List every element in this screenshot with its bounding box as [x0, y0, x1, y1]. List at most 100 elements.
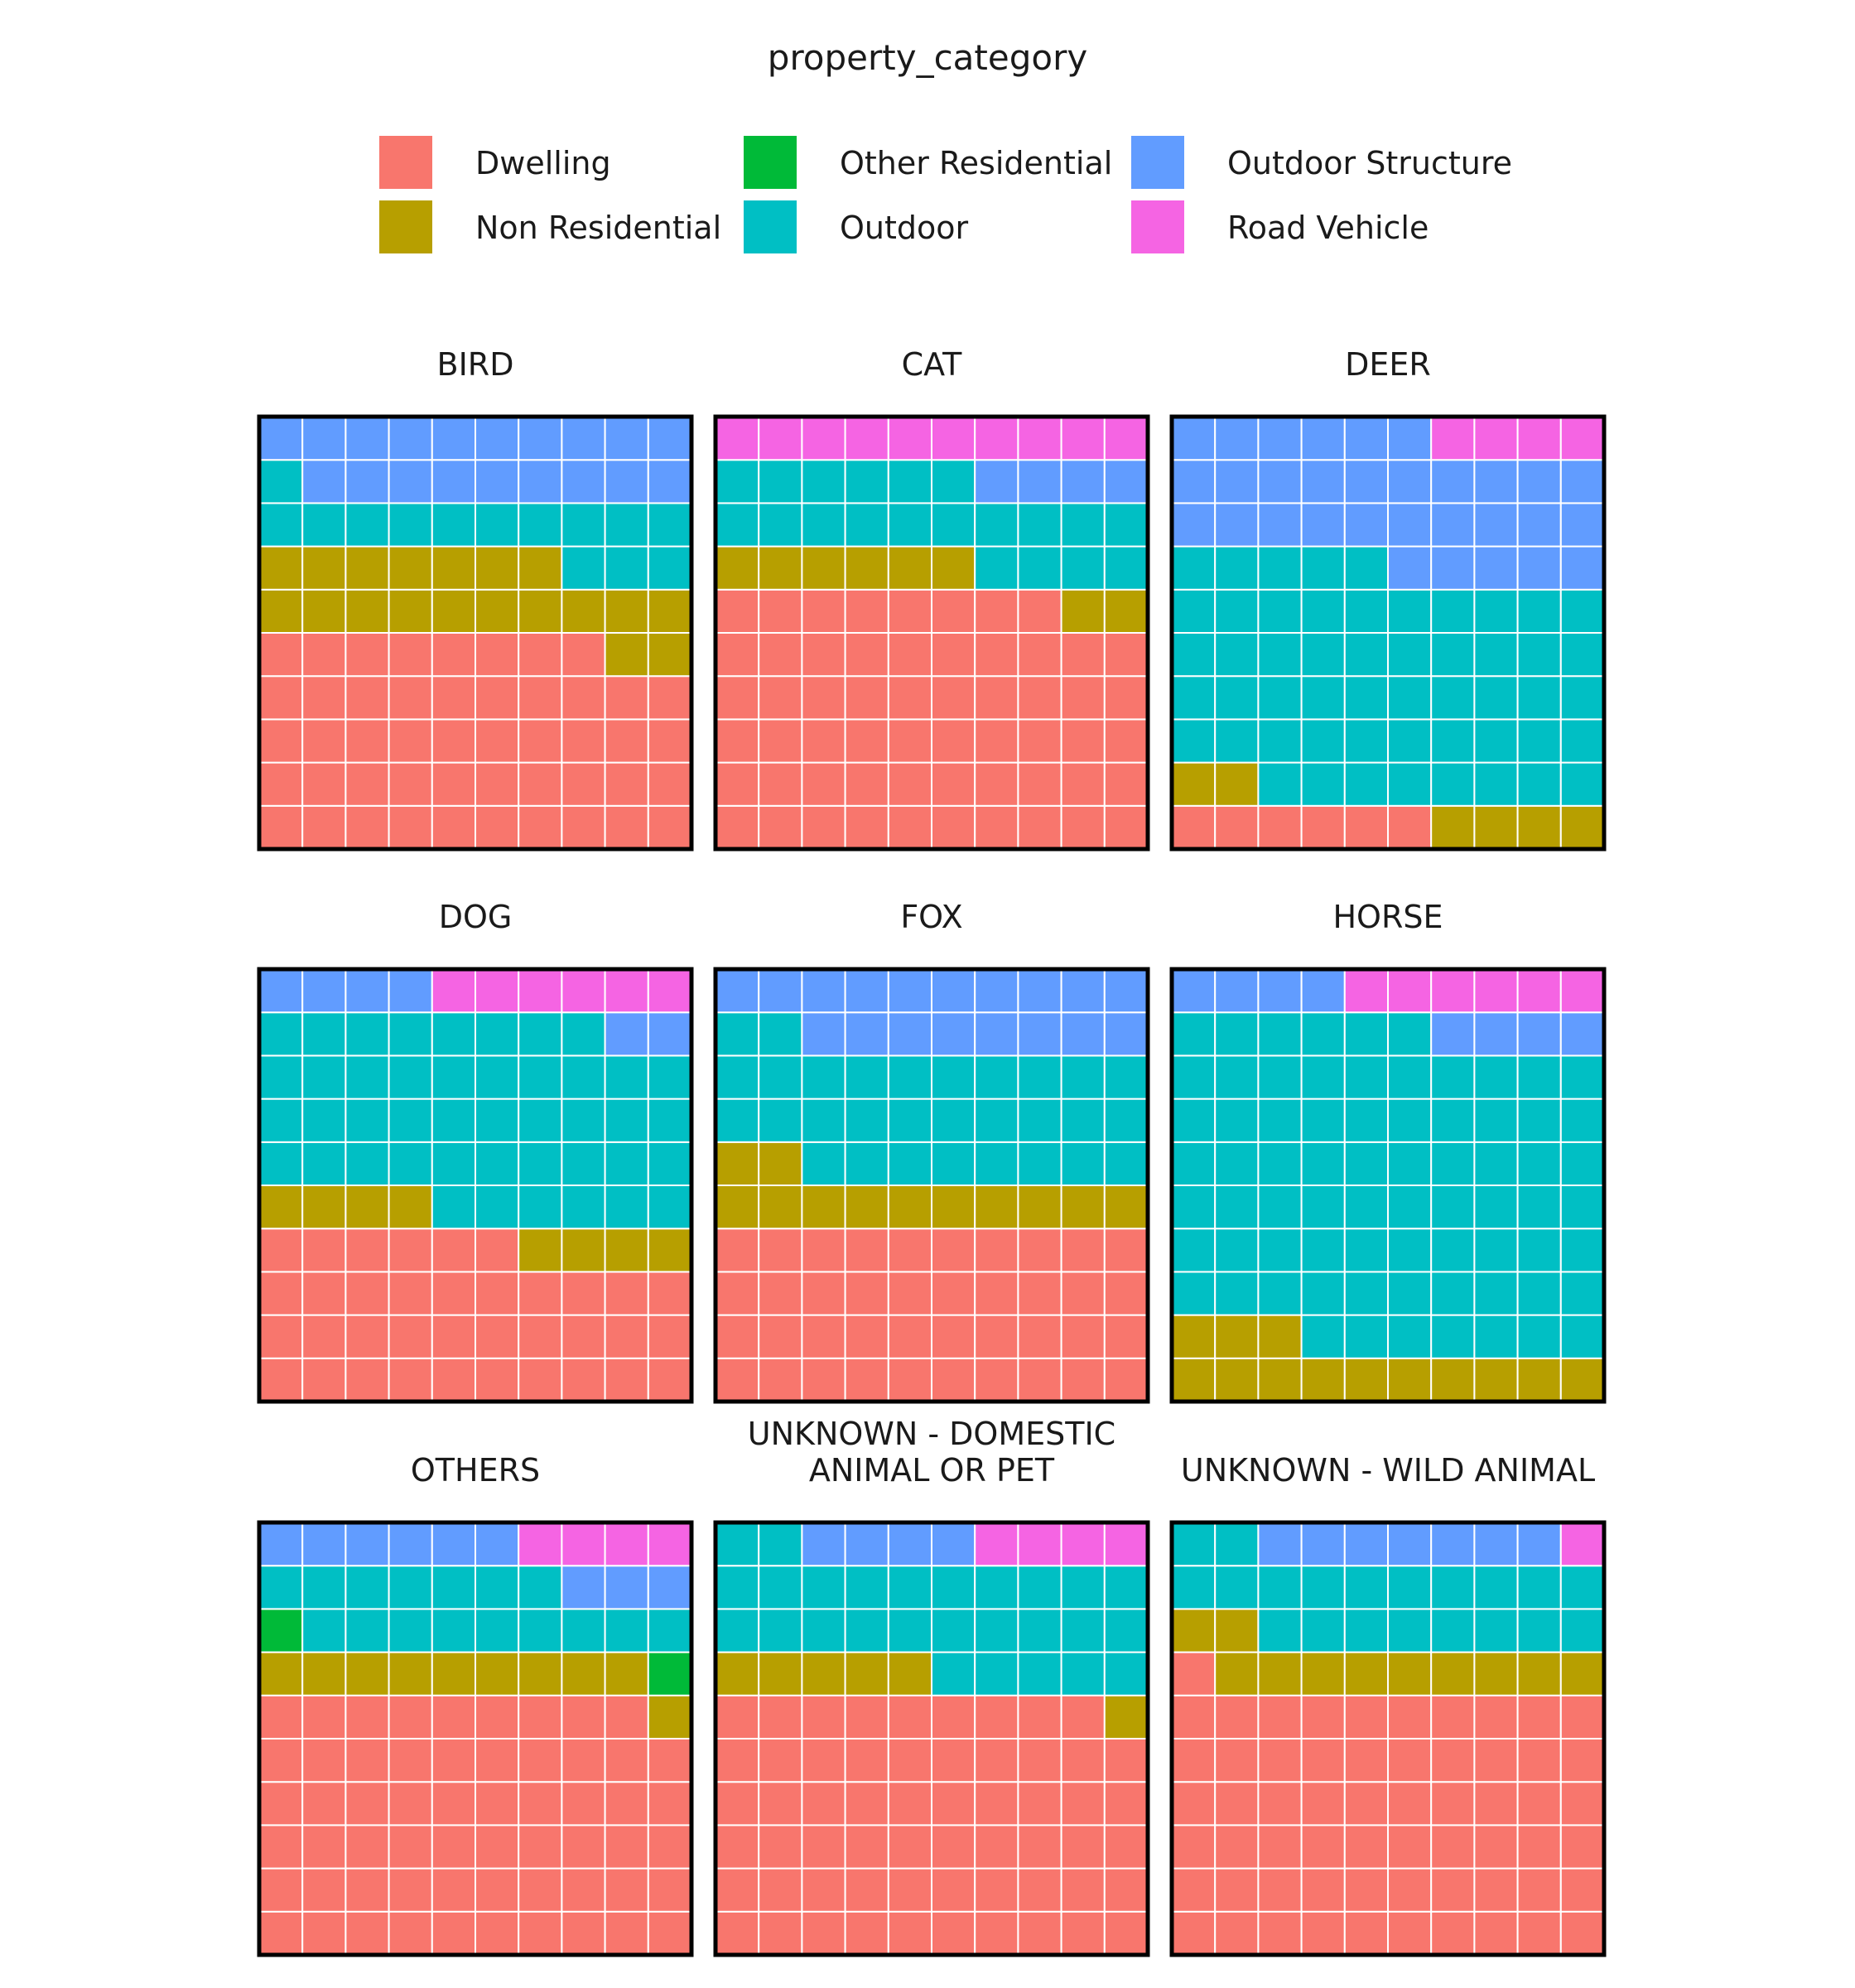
waffle-cell-outdoor [1516, 761, 1562, 807]
waffle-cell-outdoor [1559, 632, 1606, 678]
waffle-cell-dwelling [887, 1694, 933, 1740]
waffle-cell-non-residential [887, 545, 933, 591]
waffle-cell-outdoor [974, 502, 1019, 548]
waffle-cell-non-residential [344, 588, 390, 634]
panel-frame [713, 1520, 1150, 1957]
waffle-cell-dwelling [1257, 1867, 1303, 1913]
waffle-cell-outdoor [1171, 1565, 1217, 1610]
waffle-cell-outdoor-structure [1516, 1522, 1562, 1567]
waffle-cell-dwelling [647, 1738, 692, 1783]
waffle-cell-outdoor [1214, 1185, 1260, 1230]
waffle-cell-dwelling [1473, 1781, 1519, 1826]
waffle-cell-dwelling [604, 1314, 649, 1359]
waffle-cell-outdoor [1516, 1271, 1562, 1316]
waffle-cell-dwelling [1343, 1694, 1390, 1740]
waffle-cell-dwelling [1516, 1694, 1562, 1740]
waffle-cell-outdoor-structure [1343, 416, 1390, 461]
waffle-cell-dwelling [518, 632, 563, 678]
waffle-cell-dwelling [844, 1738, 889, 1783]
waffle-cell-dwelling [475, 632, 520, 678]
waffle-cell-non-residential [475, 545, 520, 591]
waffle-cell-outdoor [715, 1522, 760, 1567]
waffle-cell-dwelling [974, 1228, 1019, 1273]
waffle-cell-outdoor [1017, 502, 1062, 548]
legend-title: property_category [768, 37, 1087, 78]
waffle-cell-dwelling [1387, 1910, 1433, 1957]
waffle-cell-outdoor [1257, 1141, 1303, 1187]
waffle-cell-dwelling [1171, 1910, 1217, 1957]
waffle-cell-dwelling [475, 1781, 520, 1826]
waffle-cell-dwelling [974, 1824, 1019, 1870]
waffle-cell-outdoor [1017, 1608, 1062, 1653]
waffle-cell-dwelling [518, 1867, 563, 1913]
waffle-cell-outdoor [1257, 632, 1303, 678]
panel-frame [1169, 967, 1607, 1404]
waffle-cell-dwelling [715, 761, 760, 807]
waffle-cell-outdoor-structure [1257, 459, 1303, 504]
waffle-cell-outdoor [258, 1011, 304, 1057]
waffle-cell-dwelling [388, 1228, 433, 1273]
waffle-cell-dwelling [1017, 1357, 1062, 1403]
waffle-cell-dwelling [844, 1228, 889, 1273]
waffle-cell-outdoor [301, 1141, 347, 1187]
waffle-cell-road-vehicle [604, 1522, 649, 1567]
waffle-cell-outdoor-structure [518, 459, 563, 504]
waffle-cell-dwelling [344, 804, 390, 850]
waffle-cell-road-vehicle [1103, 1522, 1149, 1567]
waffle-cell-dwelling [388, 718, 433, 764]
waffle-cell-outdoor [475, 1608, 520, 1653]
waffle-cell-non-residential [518, 588, 563, 634]
waffle-cell-outdoor [1430, 1271, 1476, 1316]
waffle-cell-outdoor [1257, 1054, 1303, 1100]
waffle-cell-outdoor [1300, 588, 1346, 634]
waffle-cell-dwelling [931, 1357, 976, 1403]
waffle-cell-dwelling [715, 1694, 760, 1740]
waffle-cell-dwelling [344, 1781, 390, 1826]
waffle-cell-outdoor [1103, 1098, 1149, 1143]
waffle-cell-dwelling [1343, 1867, 1390, 1913]
waffle-cell-dwelling [258, 1824, 304, 1870]
waffle-cell-dwelling [974, 1781, 1019, 1826]
waffle-cell-dwelling [518, 761, 563, 807]
waffle-cell-dwelling [301, 1781, 347, 1826]
waffle-cell-dwelling [801, 588, 846, 634]
waffle-cell-outdoor-structure [974, 968, 1019, 1014]
waffle-cell-outdoor [1214, 675, 1260, 721]
waffle-cell-dwelling [1430, 1694, 1476, 1740]
waffle-cell-dwelling [931, 1867, 976, 1913]
waffle-cell-outdoor [344, 1565, 390, 1610]
waffle-cell-outdoor-structure [844, 968, 889, 1014]
waffle-cell-outdoor [1171, 1011, 1217, 1057]
waffle-cell-outdoor [1017, 545, 1062, 591]
waffle-cell-dwelling [431, 675, 476, 721]
waffle-cell-outdoor [1430, 675, 1476, 721]
waffle-cell-dwelling [258, 1228, 304, 1273]
waffle-cell-road-vehicle [801, 416, 846, 461]
waffle-cell-outdoor-structure [1430, 1522, 1476, 1567]
waffle-cell-dwelling [801, 1910, 846, 1957]
waffle-cell-dwelling [344, 675, 390, 721]
panel-title: CAT [902, 346, 963, 383]
waffle-cell-dwelling [518, 1738, 563, 1783]
waffle-cell-dwelling [1171, 1694, 1217, 1740]
waffle-cell-outdoor [974, 545, 1019, 591]
panel-title: DOG [439, 899, 513, 935]
waffle-cell-road-vehicle [1017, 416, 1062, 461]
panel-title: HORSE [1332, 899, 1443, 935]
waffle-cell-road-vehicle [561, 1522, 606, 1567]
waffle-cell-outdoor [1473, 1271, 1519, 1316]
waffle-cell-non-residential [844, 1185, 889, 1230]
waffle-cell-non-residential [604, 588, 649, 634]
waffle-cell-outdoor-structure [301, 459, 347, 504]
waffle-cell-outdoor-structure [647, 1565, 692, 1610]
waffle-cell-outdoor [561, 1054, 606, 1100]
waffle-cell-outdoor-structure [1430, 459, 1476, 504]
waffle-cell-outdoor-structure [301, 1522, 347, 1567]
waffle-cell-outdoor [1257, 1098, 1303, 1143]
waffle-cell-dwelling [258, 675, 304, 721]
waffle-cell-outdoor [1473, 1141, 1519, 1187]
waffle-cell-dwelling [344, 1867, 390, 1913]
waffle-cell-outdoor [1060, 1565, 1106, 1610]
waffle-cell-dwelling [301, 1694, 347, 1740]
waffle-cell-dwelling [1060, 632, 1106, 678]
